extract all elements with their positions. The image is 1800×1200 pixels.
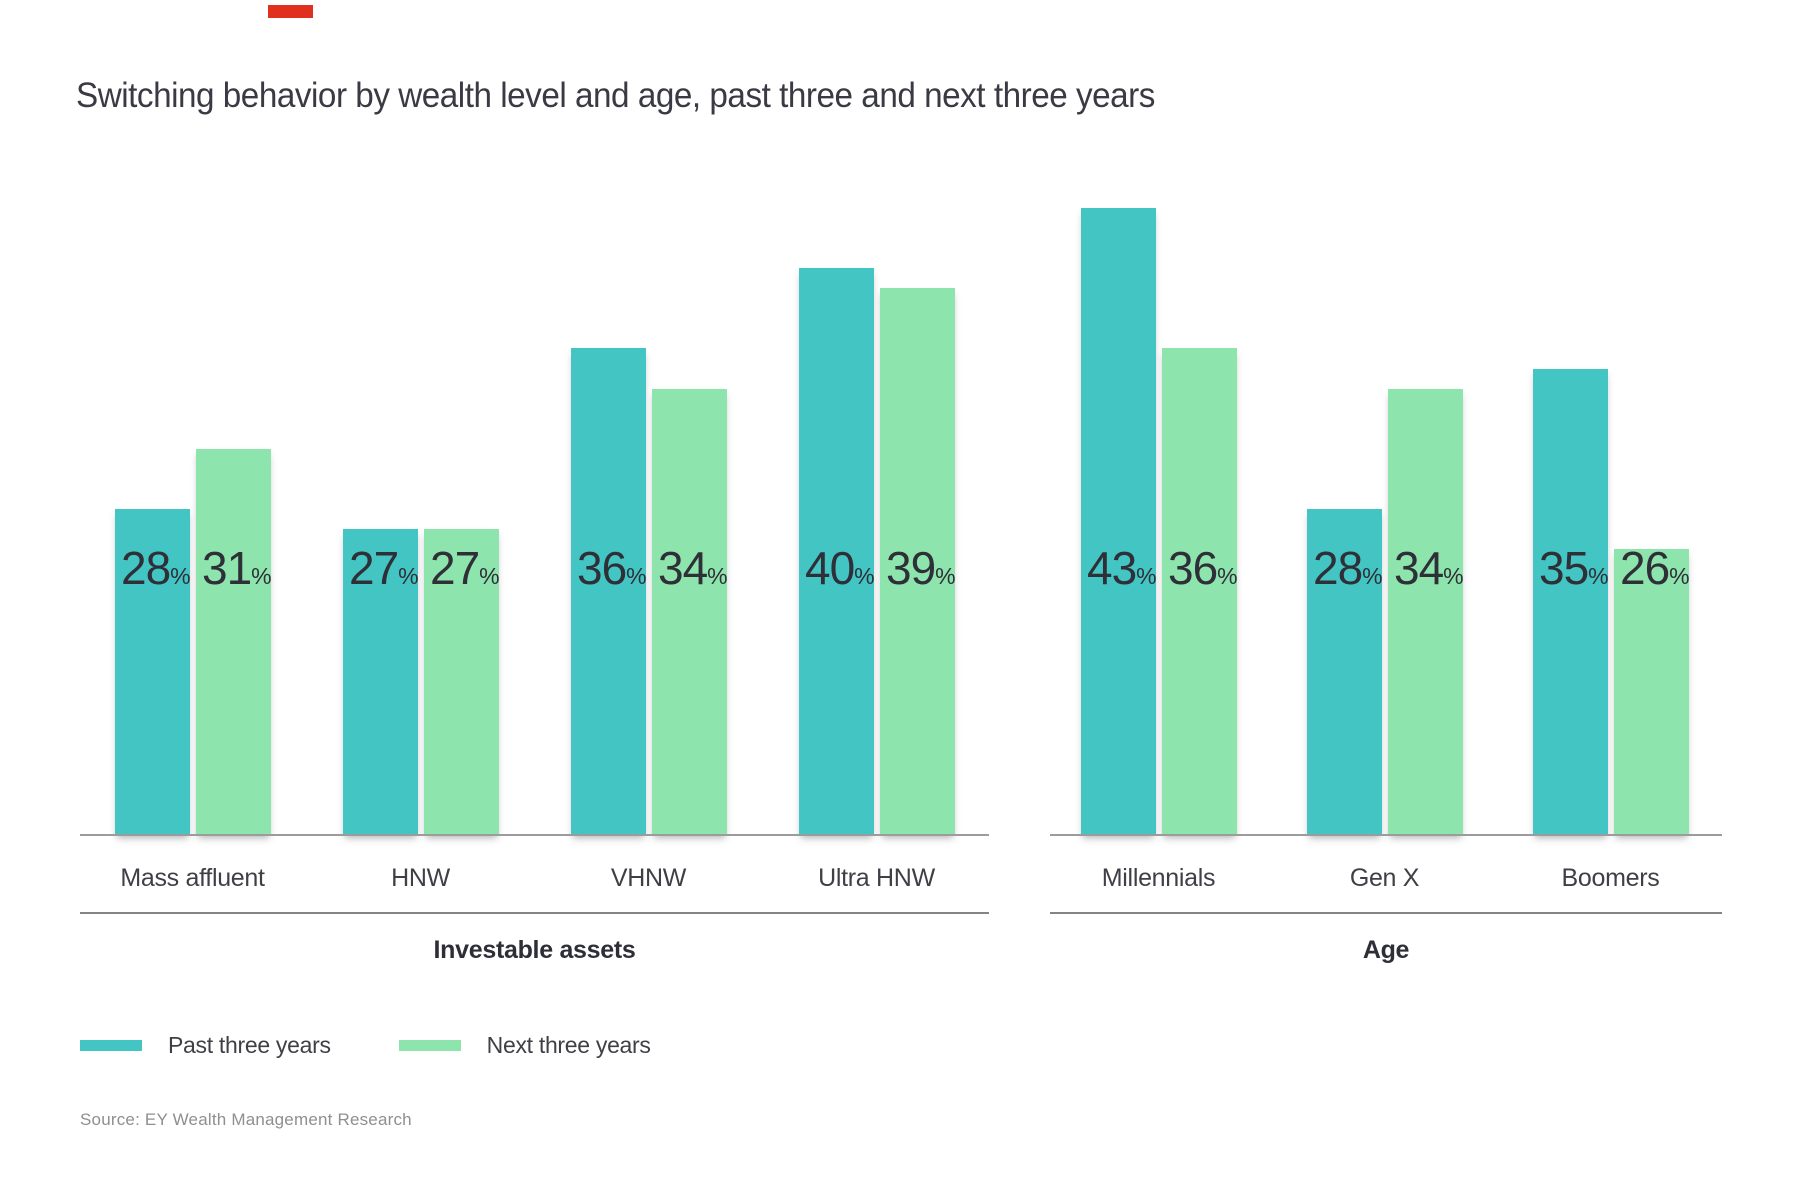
bar-next-mass-affluent	[196, 449, 271, 836]
value-label-past-hnw: 27%	[349, 545, 419, 591]
value-number: 34	[1394, 542, 1444, 594]
value-number: 31	[202, 542, 252, 594]
bar-past-boomers	[1533, 369, 1608, 836]
bar-past-hnw	[343, 529, 418, 836]
value-number: 43	[1087, 542, 1137, 594]
bar-next-gen-x	[1388, 389, 1463, 836]
percent-sign: %	[1443, 563, 1464, 589]
separator-rule-investable-assets	[80, 912, 989, 914]
percent-sign: %	[1217, 563, 1238, 589]
value-label-past-mass-affluent: 28%	[121, 545, 191, 591]
bar-past-vhnw	[571, 348, 646, 836]
category-label-mass-affluent: Mass affluent	[120, 864, 265, 892]
value-label-next-ultra-hnw: 39%	[886, 545, 956, 591]
percent-sign: %	[854, 563, 875, 589]
value-label-next-vhnw: 34%	[658, 545, 728, 591]
value-label-next-millennials: 36%	[1168, 545, 1238, 591]
axis-baseline-age	[1050, 834, 1722, 836]
value-number: 27	[349, 542, 399, 594]
value-label-past-vhnw: 36%	[577, 545, 647, 591]
value-label-past-ultra-hnw: 40%	[805, 545, 875, 591]
bar-past-gen-x	[1307, 509, 1382, 836]
category-label-hnw: HNW	[391, 864, 450, 892]
value-label-past-boomers: 35%	[1539, 545, 1609, 591]
value-number: 40	[805, 542, 855, 594]
value-label-past-gen-x: 28%	[1313, 545, 1383, 591]
percent-sign: %	[398, 563, 419, 589]
separator-rule-age	[1050, 912, 1722, 914]
bar-next-vhnw	[652, 389, 727, 836]
value-label-past-millennials: 43%	[1087, 545, 1157, 591]
value-label-next-boomers: 26%	[1620, 545, 1690, 591]
percent-sign: %	[1362, 563, 1383, 589]
percent-sign: %	[935, 563, 956, 589]
value-label-next-mass-affluent: 31%	[202, 545, 272, 591]
value-number: 34	[658, 542, 708, 594]
percent-sign: %	[707, 563, 728, 589]
value-number: 27	[430, 542, 480, 594]
legend-swatch-past	[80, 1040, 142, 1051]
source-note: Source: EY Wealth Management Research	[80, 1110, 412, 1129]
legend-item-past: Past three years	[80, 1032, 331, 1059]
group-label-investable-assets: Investable assets	[433, 936, 636, 964]
legend-label-past: Past three years	[168, 1032, 331, 1058]
red-mark	[268, 5, 313, 18]
chart-title: Switching behavior by wealth level and a…	[76, 76, 1155, 115]
value-number: 36	[577, 542, 627, 594]
value-number: 36	[1168, 542, 1218, 594]
value-label-next-hnw: 27%	[430, 545, 500, 591]
legend-label-next: Next three years	[486, 1032, 651, 1058]
category-label-millennials: Millennials	[1101, 864, 1216, 892]
category-label-gen-x: Gen X	[1349, 864, 1420, 892]
category-label-boomers: Boomers	[1561, 864, 1660, 892]
percent-sign: %	[479, 563, 500, 589]
bar-past-millennials	[1081, 208, 1156, 836]
category-label-ultra-hnw: Ultra HNW	[818, 864, 935, 892]
value-number: 28	[121, 542, 171, 594]
percent-sign: %	[626, 563, 647, 589]
bar-next-boomers	[1614, 549, 1689, 836]
percent-sign: %	[1136, 563, 1157, 589]
percent-sign: %	[1669, 563, 1690, 589]
percent-sign: %	[251, 563, 272, 589]
value-label-next-gen-x: 34%	[1394, 545, 1464, 591]
bar-next-ultra-hnw	[880, 288, 955, 836]
axis-baseline-investable-assets	[80, 834, 989, 836]
group-label-age: Age	[1362, 936, 1410, 964]
percent-sign: %	[1588, 563, 1609, 589]
value-number: 26	[1620, 542, 1670, 594]
bar-next-millennials	[1162, 348, 1237, 836]
value-number: 35	[1539, 542, 1589, 594]
value-number: 28	[1313, 542, 1363, 594]
category-label-vhnw: VHNW	[610, 864, 687, 892]
legend-item-next: Next three years	[398, 1032, 651, 1059]
percent-sign: %	[170, 563, 191, 589]
bar-past-ultra-hnw	[799, 268, 874, 836]
bar-past-mass-affluent	[115, 509, 190, 836]
legend: Past three years Next three years	[80, 1032, 719, 1059]
bar-next-hnw	[424, 529, 499, 836]
legend-swatch-next	[398, 1040, 461, 1051]
value-number: 39	[886, 542, 936, 594]
